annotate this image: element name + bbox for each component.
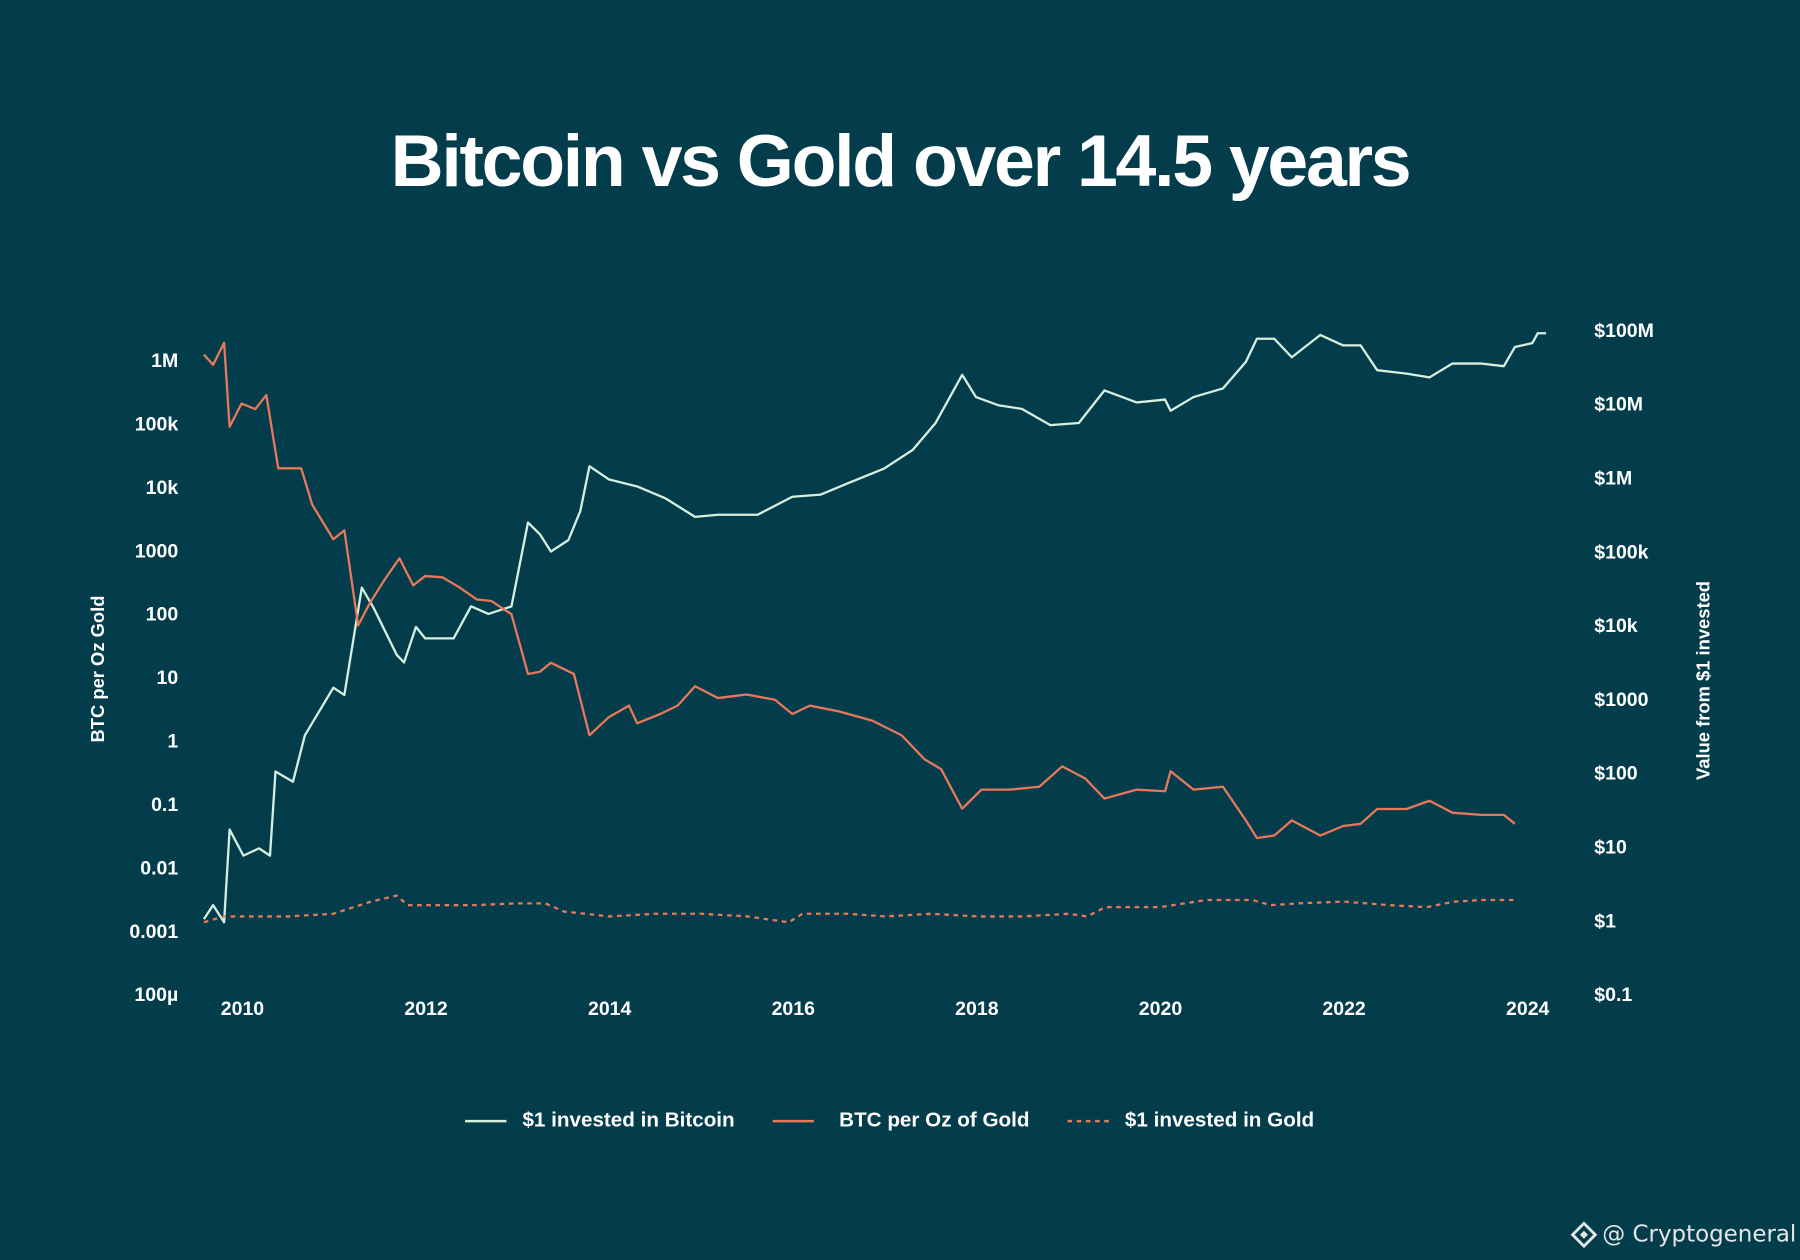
- y-tick-label: 100k: [135, 413, 179, 435]
- y-tick-label: 0.01: [140, 857, 178, 879]
- y2-tick-label: $1: [1594, 910, 1616, 932]
- chart-title: Bitcoin vs Gold over 14.5 years: [391, 120, 1410, 202]
- y2-tick-label: $100M: [1594, 320, 1654, 342]
- x-tick-label: 2012: [404, 998, 448, 1020]
- x-tick-label: 2024: [1506, 998, 1550, 1020]
- y-tick-label: 10k: [146, 477, 179, 499]
- legend-label: $1 invested in Gold: [1125, 1109, 1314, 1132]
- y2-tick-label: $0.1: [1594, 984, 1632, 1006]
- legend-label: $1 invested in Bitcoin: [522, 1109, 734, 1132]
- y-tick-label: 100: [146, 604, 179, 626]
- x-tick-label: 2022: [1322, 998, 1366, 1020]
- y-tick-label: 1: [167, 731, 178, 753]
- y2-axis-label: Value from $1 invested: [1692, 581, 1713, 780]
- y2-tick-label: $1M: [1594, 467, 1632, 489]
- series-line: [202, 332, 1547, 924]
- y2-tick-label: $10M: [1594, 394, 1643, 416]
- series-line: [203, 341, 1516, 840]
- y-tick-label: 0.1: [151, 794, 178, 816]
- x-tick-label: 2014: [588, 998, 632, 1020]
- y-tick-label: 1M: [151, 350, 178, 372]
- x-tick-label: 2020: [1139, 998, 1183, 1020]
- y2-tick-label: $100: [1594, 763, 1638, 785]
- x-tick-label: 2010: [221, 998, 265, 1020]
- y-tick-label: 1000: [135, 540, 179, 562]
- legend-label: BTC per Oz of Gold: [839, 1109, 1029, 1132]
- x-tick-label: 2016: [772, 998, 816, 1020]
- x-tick-label: 2018: [955, 998, 999, 1020]
- y2-tick-label: $10k: [1594, 615, 1638, 637]
- y2-tick-label: $1000: [1594, 689, 1648, 711]
- y2-tick-label: $10: [1594, 837, 1627, 859]
- y-tick-label: 10: [156, 667, 178, 689]
- y2-tick-label: $100k: [1594, 541, 1648, 563]
- y-tick-label: 0.001: [129, 921, 178, 943]
- y-axis-label: BTC per Oz Gold: [87, 596, 108, 743]
- watermark: @ Cryptogeneral: [1602, 1221, 1796, 1247]
- y-tick-label: 100µ: [134, 984, 178, 1006]
